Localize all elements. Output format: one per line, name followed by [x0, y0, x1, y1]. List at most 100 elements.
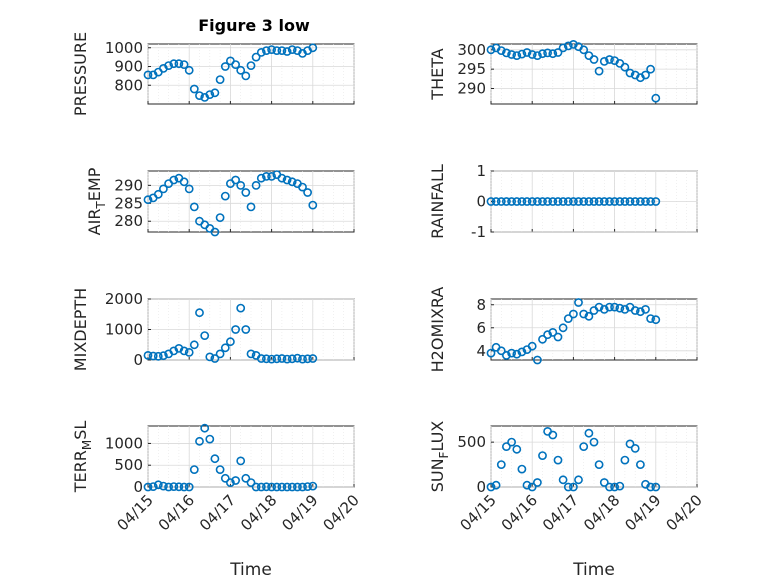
- data-point: [143, 350, 153, 360]
- y-tick-label: 4: [476, 342, 486, 360]
- data-point: [143, 195, 153, 205]
- data-point: [517, 464, 527, 474]
- data-point: [292, 482, 302, 492]
- data-point: [646, 482, 655, 492]
- data-point: [574, 475, 583, 485]
- data-point: [184, 65, 194, 75]
- data-point: [594, 302, 604, 312]
- data-point: [303, 188, 312, 197]
- data-point: [543, 48, 552, 58]
- data-point: [231, 325, 240, 334]
- data-point: [256, 482, 266, 492]
- data-point: [574, 298, 583, 307]
- data-point: [277, 482, 287, 492]
- y-axis-label: SUNFLUX: [428, 421, 451, 493]
- x-tick-label: 04/18: [237, 491, 280, 534]
- data-point: [195, 436, 204, 446]
- data-point: [153, 189, 163, 199]
- subplot-h2omixra: 4 6 8 H2OMIXRA: [428, 287, 698, 372]
- data-point: [200, 423, 210, 433]
- data-point: [569, 482, 578, 492]
- data-point: [522, 480, 532, 490]
- data-point: [533, 197, 542, 206]
- data-point: [641, 197, 650, 206]
- data-point: [615, 303, 625, 313]
- data-point: [501, 350, 511, 360]
- data-point: [179, 482, 189, 492]
- data-point: [189, 84, 199, 94]
- y-tick-label: 0: [133, 351, 143, 369]
- data-point: [308, 354, 318, 363]
- data-point: [620, 62, 630, 72]
- data-point: [589, 197, 599, 206]
- data-point: [261, 354, 271, 364]
- data-point: [153, 351, 163, 361]
- data-point: [517, 49, 527, 59]
- data-point: [231, 175, 240, 185]
- data-point: [261, 482, 271, 492]
- y-tick-label: -1: [471, 223, 486, 241]
- data-point: [189, 340, 199, 350]
- data-point: [594, 197, 604, 206]
- data-point: [158, 351, 168, 361]
- data-point: [507, 348, 516, 358]
- x-tick-label: 04/20: [320, 491, 363, 534]
- data-point: [267, 354, 276, 364]
- data-point: [246, 478, 256, 487]
- x-tick-label: 04/20: [663, 491, 706, 534]
- data-point: [574, 197, 583, 206]
- data-point: [501, 197, 511, 206]
- data-point: [298, 182, 307, 192]
- data-point: [241, 71, 251, 81]
- data-point: [579, 45, 589, 55]
- data-point: [251, 482, 261, 492]
- data-point: [158, 481, 168, 491]
- data-point: [636, 460, 645, 469]
- data-point: [215, 75, 225, 84]
- data-point: [610, 197, 619, 206]
- data-point: [148, 482, 158, 491]
- data-point: [179, 177, 189, 187]
- data-point: [512, 444, 522, 454]
- data-point: [569, 197, 578, 206]
- data-point: [553, 455, 563, 465]
- data-point: [287, 177, 297, 187]
- subplot-rainfall: -1 0 1 RAINFALL: [428, 162, 698, 241]
- data-point: [620, 197, 630, 206]
- data-point: [625, 197, 635, 206]
- data-point: [496, 46, 506, 55]
- data-point: [651, 482, 661, 492]
- data-point: [169, 175, 179, 185]
- data-point: [646, 314, 655, 323]
- data-point: [287, 45, 297, 54]
- data-point: [210, 88, 220, 98]
- data-point: [589, 437, 599, 447]
- data-point: [189, 465, 199, 474]
- data-point: [496, 346, 506, 356]
- data-point: [507, 197, 516, 206]
- data-point: [579, 197, 589, 206]
- data-point: [512, 197, 522, 206]
- y-axis-label: RAINFALL: [428, 164, 447, 239]
- y-tick-label: 300: [457, 41, 486, 59]
- y-tick-label: 1000: [105, 321, 143, 339]
- y-tick-label: 500: [457, 433, 486, 451]
- data-point: [256, 173, 266, 183]
- data-point: [148, 351, 158, 361]
- data-point: [491, 197, 501, 206]
- data-point: [563, 314, 573, 323]
- data-point: [620, 455, 630, 465]
- y-tick-label: 0: [476, 478, 486, 496]
- x-tick-label: 04/17: [196, 491, 239, 534]
- data-point: [517, 347, 527, 357]
- y-axis-label: AIRTEMP: [85, 167, 108, 235]
- data-point: [169, 59, 179, 69]
- data-point: [164, 61, 173, 70]
- y-tick-label: 6: [476, 319, 486, 337]
- data-point: [225, 478, 235, 487]
